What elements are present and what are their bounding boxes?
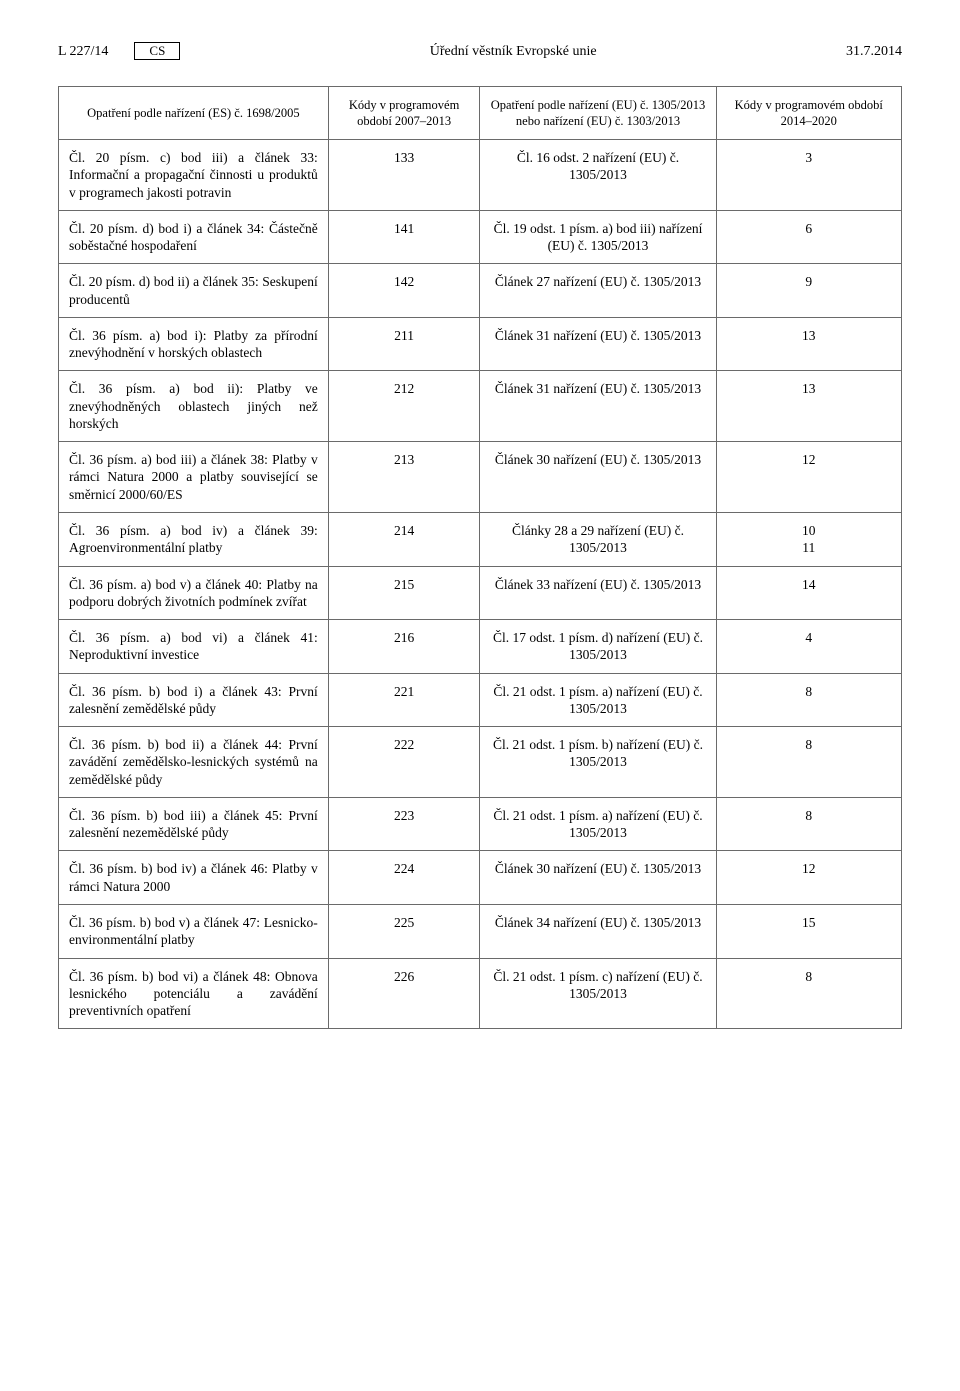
cell-code-2007-2013: 224 — [328, 851, 480, 905]
cell-measure-es: Čl. 36 písm. a) bod iv) a článek 39: Agr… — [59, 512, 329, 566]
cell-code-2014-2020: 8 — [716, 958, 901, 1029]
cell-measure-eu: Čl. 17 odst. 1 písm. d) nařízení (EU) č.… — [480, 620, 716, 674]
cell-code-2014-2020: 4 — [716, 620, 901, 674]
cell-measure-eu: Článek 30 nařízení (EU) č. 1305/2013 — [480, 851, 716, 905]
table-row: Čl. 36 písm. a) bod i): Platby za přírod… — [59, 317, 902, 371]
cell-measure-eu: Články 28 a 29 nařízení (EU) č. 1305/201… — [480, 512, 716, 566]
cell-measure-es: Čl. 36 písm. a) bod ii): Platby ve znevý… — [59, 371, 329, 442]
cell-measure-eu: Čl. 19 odst. 1 písm. a) bod iii) nařízen… — [480, 210, 716, 264]
cell-measure-es: Čl. 36 písm. a) bod vi) a článek 41: Nep… — [59, 620, 329, 674]
cell-measure-eu: Článek 27 nařízení (EU) č. 1305/2013 — [480, 264, 716, 318]
cell-code-2007-2013: 211 — [328, 317, 480, 371]
cell-code-2014-2020: 12 — [716, 442, 901, 513]
cell-code-2014-2020: 8 — [716, 673, 901, 727]
cell-code-2007-2013: 213 — [328, 442, 480, 513]
col-header-3: Opatření podle nařízení (EU) č. 1305/201… — [480, 87, 716, 140]
cell-code-2007-2013: 216 — [328, 620, 480, 674]
cell-code-2014-2020: 6 — [716, 210, 901, 264]
cell-measure-es: Čl. 36 písm. b) bod v) a článek 47: Lesn… — [59, 904, 329, 958]
cell-measure-eu: Článek 31 nařízení (EU) č. 1305/2013 — [480, 317, 716, 371]
cell-measure-eu: Článek 30 nařízení (EU) č. 1305/2013 — [480, 442, 716, 513]
cell-code-2014-2020: 12 — [716, 851, 901, 905]
table-body: Čl. 20 písm. c) bod iii) a článek 33: In… — [59, 140, 902, 1029]
cell-code-2007-2013: 221 — [328, 673, 480, 727]
table-row: Čl. 36 písm. b) bod v) a článek 47: Lesn… — [59, 904, 902, 958]
cell-code-2014-2020: 13 — [716, 371, 901, 442]
cell-code-2014-2020: 3 — [716, 140, 901, 211]
cell-measure-es: Čl. 36 písm. b) bod ii) a článek 44: Prv… — [59, 727, 329, 798]
cell-measure-es: Čl. 36 písm. b) bod i) a článek 43: Prvn… — [59, 673, 329, 727]
cell-measure-eu: Čl. 21 odst. 1 písm. a) nařízení (EU) č.… — [480, 673, 716, 727]
cell-measure-eu: Čl. 21 odst. 1 písm. c) nařízení (EU) č.… — [480, 958, 716, 1029]
cell-measure-eu: Článek 31 nařízení (EU) č. 1305/2013 — [480, 371, 716, 442]
cell-code-2007-2013: 133 — [328, 140, 480, 211]
table-row: Čl. 36 písm. b) bod i) a článek 43: Prvn… — [59, 673, 902, 727]
table-row: Čl. 36 písm. b) bod iii) a článek 45: Pr… — [59, 797, 902, 851]
table-row: Čl. 36 písm. a) bod v) a článek 40: Plat… — [59, 566, 902, 620]
regulation-table: Opatření podle nařízení (ES) č. 1698/200… — [58, 86, 902, 1029]
table-row: Čl. 36 písm. a) bod vi) a článek 41: Nep… — [59, 620, 902, 674]
cell-code-2007-2013: 223 — [328, 797, 480, 851]
page-header: L 227/14 CS Úřední věstník Evropské unie… — [58, 42, 902, 60]
cell-measure-eu: Čl. 21 odst. 1 písm. a) nařízení (EU) č.… — [480, 797, 716, 851]
cell-code-2014-2020: 13 — [716, 317, 901, 371]
cell-measure-eu: Článek 34 nařízení (EU) č. 1305/2013 — [480, 904, 716, 958]
cell-code-2014-2020: 10 11 — [716, 512, 901, 566]
cell-measure-es: Čl. 20 písm. d) bod i) a článek 34: Část… — [59, 210, 329, 264]
header-right: 31.7.2014 — [846, 44, 902, 60]
cell-measure-es: Čl. 36 písm. b) bod iii) a článek 45: Pr… — [59, 797, 329, 851]
cell-code-2007-2013: 225 — [328, 904, 480, 958]
cell-measure-es: Čl. 36 písm. a) bod v) a článek 40: Plat… — [59, 566, 329, 620]
cell-code-2014-2020: 8 — [716, 797, 901, 851]
table-row: Čl. 20 písm. d) bod ii) a článek 35: Ses… — [59, 264, 902, 318]
cell-code-2007-2013: 214 — [328, 512, 480, 566]
cell-code-2007-2013: 222 — [328, 727, 480, 798]
cell-measure-eu: Článek 33 nařízení (EU) č. 1305/2013 — [480, 566, 716, 620]
cell-measure-es: Čl. 36 písm. b) bod vi) a článek 48: Obn… — [59, 958, 329, 1029]
cell-code-2007-2013: 141 — [328, 210, 480, 264]
cell-measure-es: Čl. 20 písm. c) bod iii) a článek 33: In… — [59, 140, 329, 211]
cell-measure-es: Čl. 36 písm. a) bod i): Platby za přírod… — [59, 317, 329, 371]
cell-measure-es: Čl. 36 písm. a) bod iii) a článek 38: Pl… — [59, 442, 329, 513]
cell-code-2014-2020: 8 — [716, 727, 901, 798]
cell-code-2014-2020: 15 — [716, 904, 901, 958]
cell-measure-es: Čl. 20 písm. d) bod ii) a článek 35: Ses… — [59, 264, 329, 318]
cell-code-2007-2013: 142 — [328, 264, 480, 318]
cell-code-2014-2020: 14 — [716, 566, 901, 620]
table-row: Čl. 36 písm. a) bod iv) a článek 39: Agr… — [59, 512, 902, 566]
cell-code-2007-2013: 226 — [328, 958, 480, 1029]
table-row: Čl. 36 písm. a) bod ii): Platby ve znevý… — [59, 371, 902, 442]
col-header-2: Kódy v programovém období 2007–2013 — [328, 87, 480, 140]
cell-measure-eu: Čl. 21 odst. 1 písm. b) nařízení (EU) č.… — [480, 727, 716, 798]
col-header-1: Opatření podle nařízení (ES) č. 1698/200… — [59, 87, 329, 140]
table-row: Čl. 36 písm. b) bod iv) a článek 46: Pla… — [59, 851, 902, 905]
header-lang-box: CS — [134, 42, 180, 60]
header-center: Úřední věstník Evropské unie — [180, 44, 846, 60]
cell-measure-eu: Čl. 16 odst. 2 nařízení (EU) č. 1305/201… — [480, 140, 716, 211]
table-row: Čl. 36 písm. b) bod vi) a článek 48: Obn… — [59, 958, 902, 1029]
table-row: Čl. 20 písm. c) bod iii) a článek 33: In… — [59, 140, 902, 211]
col-header-4: Kódy v programovém období 2014–2020 — [716, 87, 901, 140]
cell-code-2014-2020: 9 — [716, 264, 901, 318]
table-row: Čl. 36 písm. b) bod ii) a článek 44: Prv… — [59, 727, 902, 798]
cell-code-2007-2013: 215 — [328, 566, 480, 620]
cell-measure-es: Čl. 36 písm. b) bod iv) a článek 46: Pla… — [59, 851, 329, 905]
table-row: Čl. 20 písm. d) bod i) a článek 34: Část… — [59, 210, 902, 264]
cell-code-2007-2013: 212 — [328, 371, 480, 442]
header-left: L 227/14 — [58, 44, 108, 60]
table-row: Čl. 36 písm. a) bod iii) a článek 38: Pl… — [59, 442, 902, 513]
table-header-row: Opatření podle nařízení (ES) č. 1698/200… — [59, 87, 902, 140]
